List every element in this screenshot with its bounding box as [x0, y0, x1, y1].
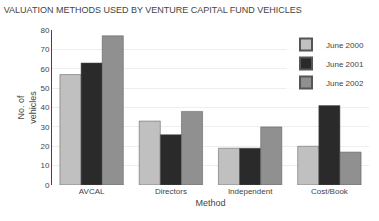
svg-text:30: 30: [40, 123, 49, 132]
svg-text:June 2002: June 2002: [326, 79, 364, 88]
svg-text:Method: Method: [195, 198, 225, 208]
svg-text:70: 70: [40, 45, 49, 54]
svg-text:20: 20: [40, 142, 49, 151]
svg-text:80: 80: [40, 26, 49, 35]
svg-text:0: 0: [45, 181, 50, 190]
svg-text:10: 10: [40, 161, 49, 170]
svg-text:40: 40: [40, 103, 49, 112]
svg-text:Independent: Independent: [228, 187, 273, 196]
svg-text:June 2001: June 2001: [326, 60, 364, 69]
svg-text:AVCAL: AVCAL: [79, 187, 105, 196]
svg-text:Directors: Directors: [155, 187, 187, 196]
svg-text:50: 50: [40, 84, 49, 93]
svg-text:Cost/Book: Cost/Book: [311, 187, 349, 196]
svg-text:June 2000: June 2000: [326, 41, 364, 50]
svg-text:60: 60: [40, 65, 49, 74]
svg-text:No. ofvehicles: No. ofvehicles: [16, 91, 38, 124]
svg-text:VALUATION METHODS USED BY VENT: VALUATION METHODS USED BY VENTURE CAPITA…: [4, 5, 302, 15]
